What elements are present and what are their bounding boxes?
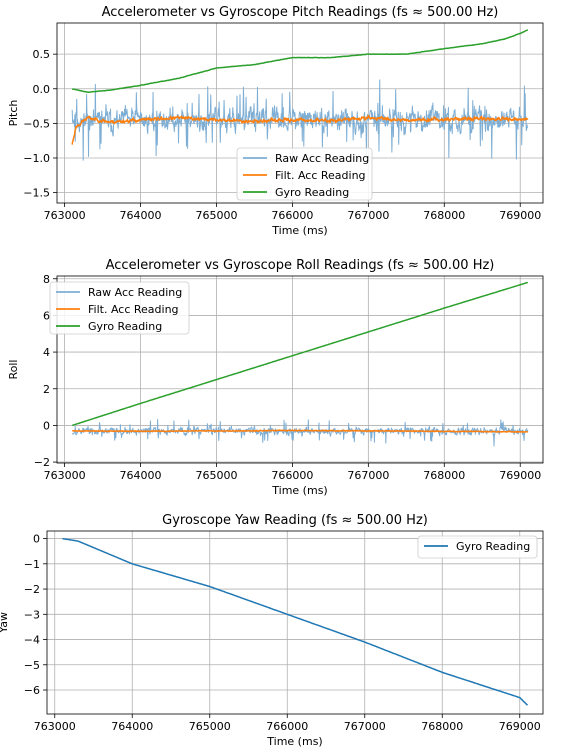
legend-label: Raw Acc Reading (275, 152, 369, 165)
legend-box (49, 281, 190, 335)
series-line-gyro-reading (71, 281, 529, 427)
x-tick-label: 763000 (44, 209, 86, 222)
x-axis-label: Time (ms) (271, 224, 327, 237)
x-tick-label: 765000 (195, 469, 237, 482)
legend-box (236, 147, 373, 201)
x-axis-label: Time (ms) (271, 484, 327, 497)
legend-label: Raw Acc Reading (88, 286, 182, 299)
chart-2: 763000 764000 765000 766000 767000 768000 7690… (0, 513, 544, 748)
legend-label: Filt. Acc Reading (88, 303, 179, 316)
y-tick-label: −2 (34, 456, 50, 469)
y-tick-label: 0.0 (33, 83, 51, 96)
y-tick-label: −5 (24, 659, 40, 672)
legend-label: Gyro Reading (88, 320, 162, 333)
y-tick-label: −2 (24, 583, 40, 596)
legend: Raw Acc Reading Filt. Acc Reading Gyro Rea… (236, 147, 373, 201)
y-axis-label: Yaw (0, 612, 10, 634)
x-tick-label: 769000 (499, 209, 541, 222)
x-tick-label: 767000 (347, 209, 389, 222)
chart-1: 763000 764000 765000 766000 767000 768000 7690… (7, 258, 544, 497)
x-tick-label: 768000 (423, 209, 465, 222)
y-tick-label: −6 (24, 684, 40, 697)
x-tick-label: 763000 (44, 469, 86, 482)
x-tick-label: 767000 (347, 469, 389, 482)
chart-title: Accelerometer vs Gyroscope Pitch Reading… (102, 5, 499, 20)
x-tick-label: 768000 (423, 469, 465, 482)
x-tick-label: 769000 (499, 720, 541, 733)
chart-title: Gyroscope Yaw Reading (fs ≈ 500.00 Hz) (162, 513, 428, 528)
y-axis-label: Roll (7, 360, 20, 380)
y-tick-label: −1.0 (23, 152, 50, 165)
chart-0: 763000 764000 765000 766000 767000 768000 7690… (7, 5, 544, 237)
series-line-gyro-reading (62, 537, 529, 706)
x-tick-label: 765000 (195, 209, 237, 222)
y-tick-label: 8 (43, 273, 50, 286)
y-tick-label: 0.5 (33, 48, 51, 61)
x-tick-label: 767000 (344, 720, 386, 733)
legend: Gyro Reading (417, 535, 538, 559)
plot-frame (46, 530, 544, 715)
y-tick-label: −1.5 (23, 187, 50, 200)
x-tick-label: 763000 (34, 720, 76, 733)
legend: Raw Acc Reading Filt. Acc Reading Gyro Rea… (49, 281, 190, 335)
x-tick-label: 765000 (189, 720, 231, 733)
x-tick-label: 768000 (421, 720, 463, 733)
x-tick-label: 764000 (111, 720, 153, 733)
legend-box (417, 535, 538, 559)
legend-label: Gyro Reading (275, 186, 349, 199)
series-line-filt-acc-reading (71, 429, 529, 433)
y-tick-label: 0 (33, 533, 40, 546)
y-tick-label: −4 (24, 634, 40, 647)
y-tick-label: −1 (24, 558, 40, 571)
x-tick-label: 764000 (120, 469, 162, 482)
x-tick-label: 764000 (120, 209, 162, 222)
x-tick-label: 766000 (266, 720, 308, 733)
y-tick-label: −0.5 (23, 117, 50, 130)
x-tick-label: 766000 (271, 209, 313, 222)
series-line-gyro-reading (71, 29, 529, 93)
y-axis-label: Pitch (7, 100, 20, 127)
y-tick-label: 4 (43, 346, 50, 359)
y-tick-label: 2 (43, 383, 50, 396)
legend-label: Gyro Reading (456, 540, 530, 553)
plot-frame (56, 275, 544, 464)
y-tick-label: 0 (43, 419, 50, 432)
y-tick-label: 6 (43, 309, 50, 322)
y-tick-label: −3 (24, 608, 40, 621)
legend-label: Filt. Acc Reading (275, 169, 366, 182)
x-tick-label: 769000 (499, 469, 541, 482)
chart-title: Accelerometer vs Gyroscope Roll Readings… (106, 258, 495, 273)
series-line-filt-acc-reading (71, 114, 529, 145)
x-axis-label: Time (ms) (266, 735, 322, 748)
plot-frame (56, 22, 544, 204)
x-tick-label: 766000 (271, 469, 313, 482)
